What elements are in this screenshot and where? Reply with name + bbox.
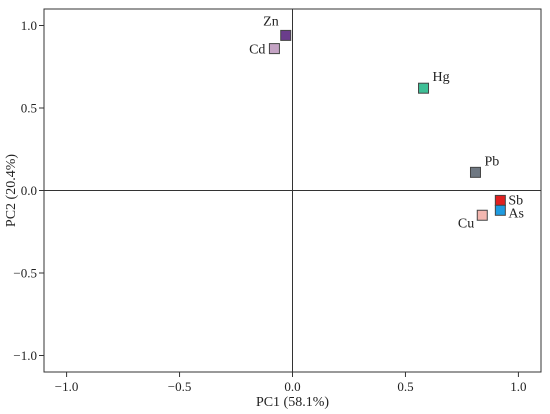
y-tick-label: −0.5 — [13, 266, 37, 281]
y-axis-ticks: −1.0 −0.5 0.0 0.5 1.0 — [13, 18, 44, 363]
x-tick-label: −1.0 — [55, 379, 79, 394]
point-pb-marker — [469, 166, 481, 178]
reference-lines — [44, 9, 541, 372]
y-tick-label: −1.0 — [13, 348, 37, 363]
y-tick-label: 0.0 — [21, 183, 37, 198]
y-tick-label: 1.0 — [21, 18, 37, 33]
x-tick-label: 1.0 — [510, 379, 526, 394]
x-tick-label: 0.5 — [397, 379, 413, 394]
point-as-label: As — [508, 206, 524, 221]
y-axis-title: PC2 (20.4%) — [4, 154, 19, 227]
y-tick-label: 0.5 — [21, 101, 37, 116]
point-sb-label: Sb — [508, 193, 523, 208]
point-hg-label: Hg — [433, 70, 450, 85]
x-axis-ticks: −1.0 −0.5 0.0 0.5 1.0 — [55, 372, 527, 394]
point-hg-marker — [418, 82, 430, 94]
point-sb-marker — [494, 194, 506, 206]
point-cd-marker — [268, 43, 280, 55]
point-zn-label: Zn — [263, 14, 279, 29]
x-tick-label: −0.5 — [168, 379, 192, 394]
point-as-marker — [494, 204, 506, 216]
point-cd-label: Cd — [249, 43, 265, 58]
x-tick-label: 0.0 — [284, 379, 300, 394]
x-axis-title: PC1 (58.1%) — [256, 395, 329, 410]
point-zn-marker — [280, 29, 292, 41]
point-cu-label: Cu — [458, 216, 474, 231]
point-cu-marker — [476, 209, 488, 221]
point-pb-label: Pb — [484, 154, 499, 169]
